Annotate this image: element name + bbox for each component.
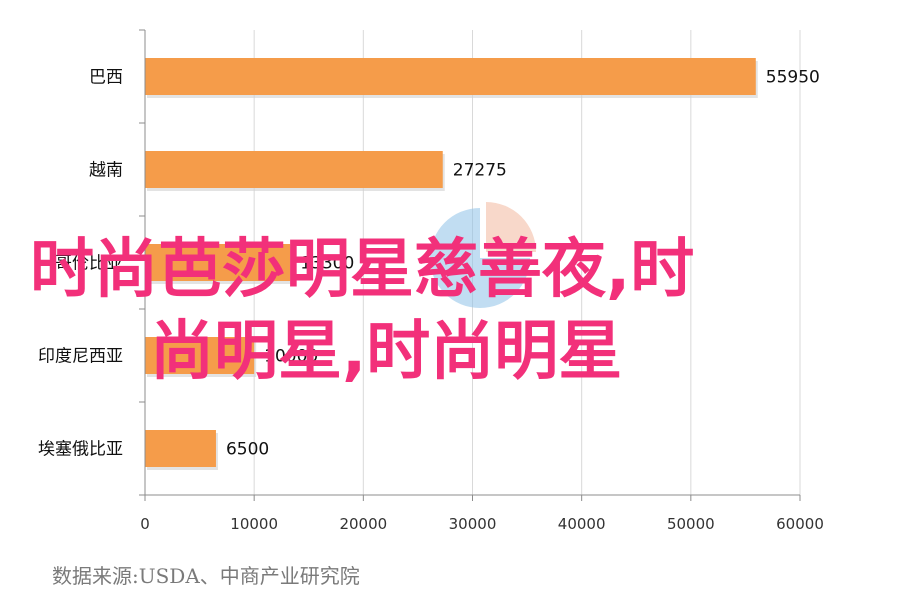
x-tick-label: 50000: [667, 515, 715, 533]
category-label: 印度尼西亚: [38, 347, 123, 367]
watermark-logo: [430, 202, 536, 308]
data-label: 10000: [264, 347, 318, 367]
category-label: 哥伦比亚: [55, 254, 123, 274]
bar: [145, 430, 216, 467]
bar: [145, 151, 443, 188]
bar: [145, 244, 291, 281]
source-note: 数据来源:USDA、中商产业研究院: [52, 564, 360, 588]
x-tick-label: 0: [140, 515, 150, 533]
data-label: 55950: [766, 68, 820, 88]
x-tick-label: 60000: [776, 515, 824, 533]
data-label: 27275: [453, 161, 507, 181]
data-labels: 55950 27275 13300 10000 6500: [226, 68, 820, 460]
bars: [145, 58, 758, 470]
x-tick-label: 30000: [449, 515, 497, 533]
x-tick-label: 20000: [339, 515, 387, 533]
bar: [145, 58, 756, 95]
category-label: 埃塞俄比亚: [38, 440, 123, 460]
x-axis: 0 10000 20000 30000 40000 50000 60000: [139, 29, 824, 533]
x-tick-label: 10000: [230, 515, 278, 533]
x-tick-label: 40000: [558, 515, 606, 533]
grid-lines: [144, 30, 801, 495]
data-label: 13300: [300, 254, 354, 274]
bar: [145, 337, 255, 374]
category-label: 巴西: [89, 68, 123, 88]
data-label: 6500: [226, 440, 269, 460]
category-label: 越南: [89, 161, 123, 181]
